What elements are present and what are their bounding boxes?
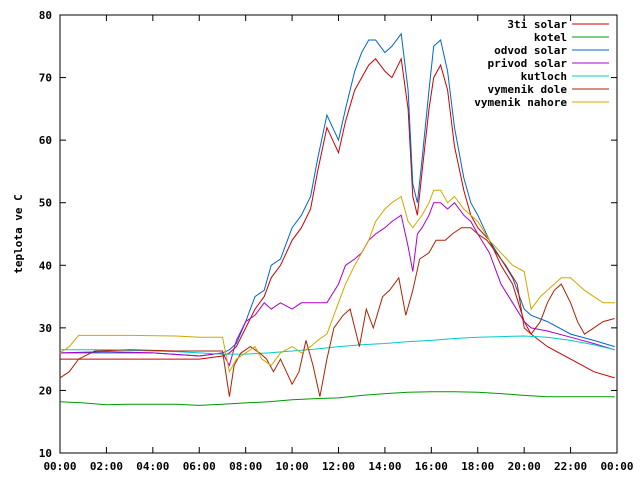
y-tick-label: 60 bbox=[39, 134, 52, 147]
x-tick-label: 02:00 bbox=[90, 460, 123, 473]
legend-label: privod solar bbox=[488, 57, 568, 70]
plot-frame bbox=[59, 14, 618, 454]
legend-label: kutloch bbox=[521, 70, 567, 83]
x-tick-label: 04:00 bbox=[136, 460, 169, 473]
x-tick-label: 12:00 bbox=[322, 460, 355, 473]
series-line-vymenik-dole bbox=[59, 227, 615, 397]
x-tick-label: 00:00 bbox=[43, 460, 76, 473]
y-axis: 10 20 30 40 50 60 70 80 bbox=[39, 9, 617, 460]
x-tick-label: 14:00 bbox=[368, 460, 401, 473]
x-tick-label: 00:00 bbox=[600, 460, 633, 473]
x-tick-label: 18:00 bbox=[461, 460, 494, 473]
y-tick-label: 40 bbox=[39, 259, 52, 272]
legend-label: kotel bbox=[534, 31, 567, 44]
y-axis-title: teplota ve C bbox=[12, 194, 25, 273]
series-line-kutloch bbox=[60, 335, 615, 355]
series-line-vymenik-nahore bbox=[59, 189, 615, 374]
x-tick-label: 08:00 bbox=[229, 460, 262, 473]
x-tick-label: 10:00 bbox=[276, 460, 309, 473]
series-line-privod-solar bbox=[59, 201, 615, 367]
series-line-kotel bbox=[59, 391, 615, 406]
y-tick-label: 20 bbox=[39, 384, 52, 397]
legend-label: odvod solar bbox=[494, 44, 567, 57]
y-tick-label: 30 bbox=[39, 322, 52, 335]
series-lines bbox=[59, 32, 615, 406]
legend-label: 3ti solar bbox=[507, 18, 567, 31]
y-tick-label: 10 bbox=[39, 447, 52, 460]
x-tick-label: 16:00 bbox=[415, 460, 448, 473]
x-tick-label: 22:00 bbox=[554, 460, 587, 473]
x-tick-label: 20:00 bbox=[508, 460, 541, 473]
legend-label: vymenik nahore bbox=[474, 96, 567, 109]
series-line-odvod-solar bbox=[60, 32, 615, 357]
y-tick-label: 70 bbox=[39, 72, 52, 85]
legend-label: vymenik dole bbox=[488, 83, 568, 96]
y-tick-label: 50 bbox=[39, 197, 52, 210]
x-axis: 00:00 02:00 04:00 06:00 08:00 10:00 12:00 14:00… bbox=[43, 15, 634, 473]
x-tick-label: 06:00 bbox=[183, 460, 216, 473]
y-tick-label: 80 bbox=[39, 9, 52, 22]
